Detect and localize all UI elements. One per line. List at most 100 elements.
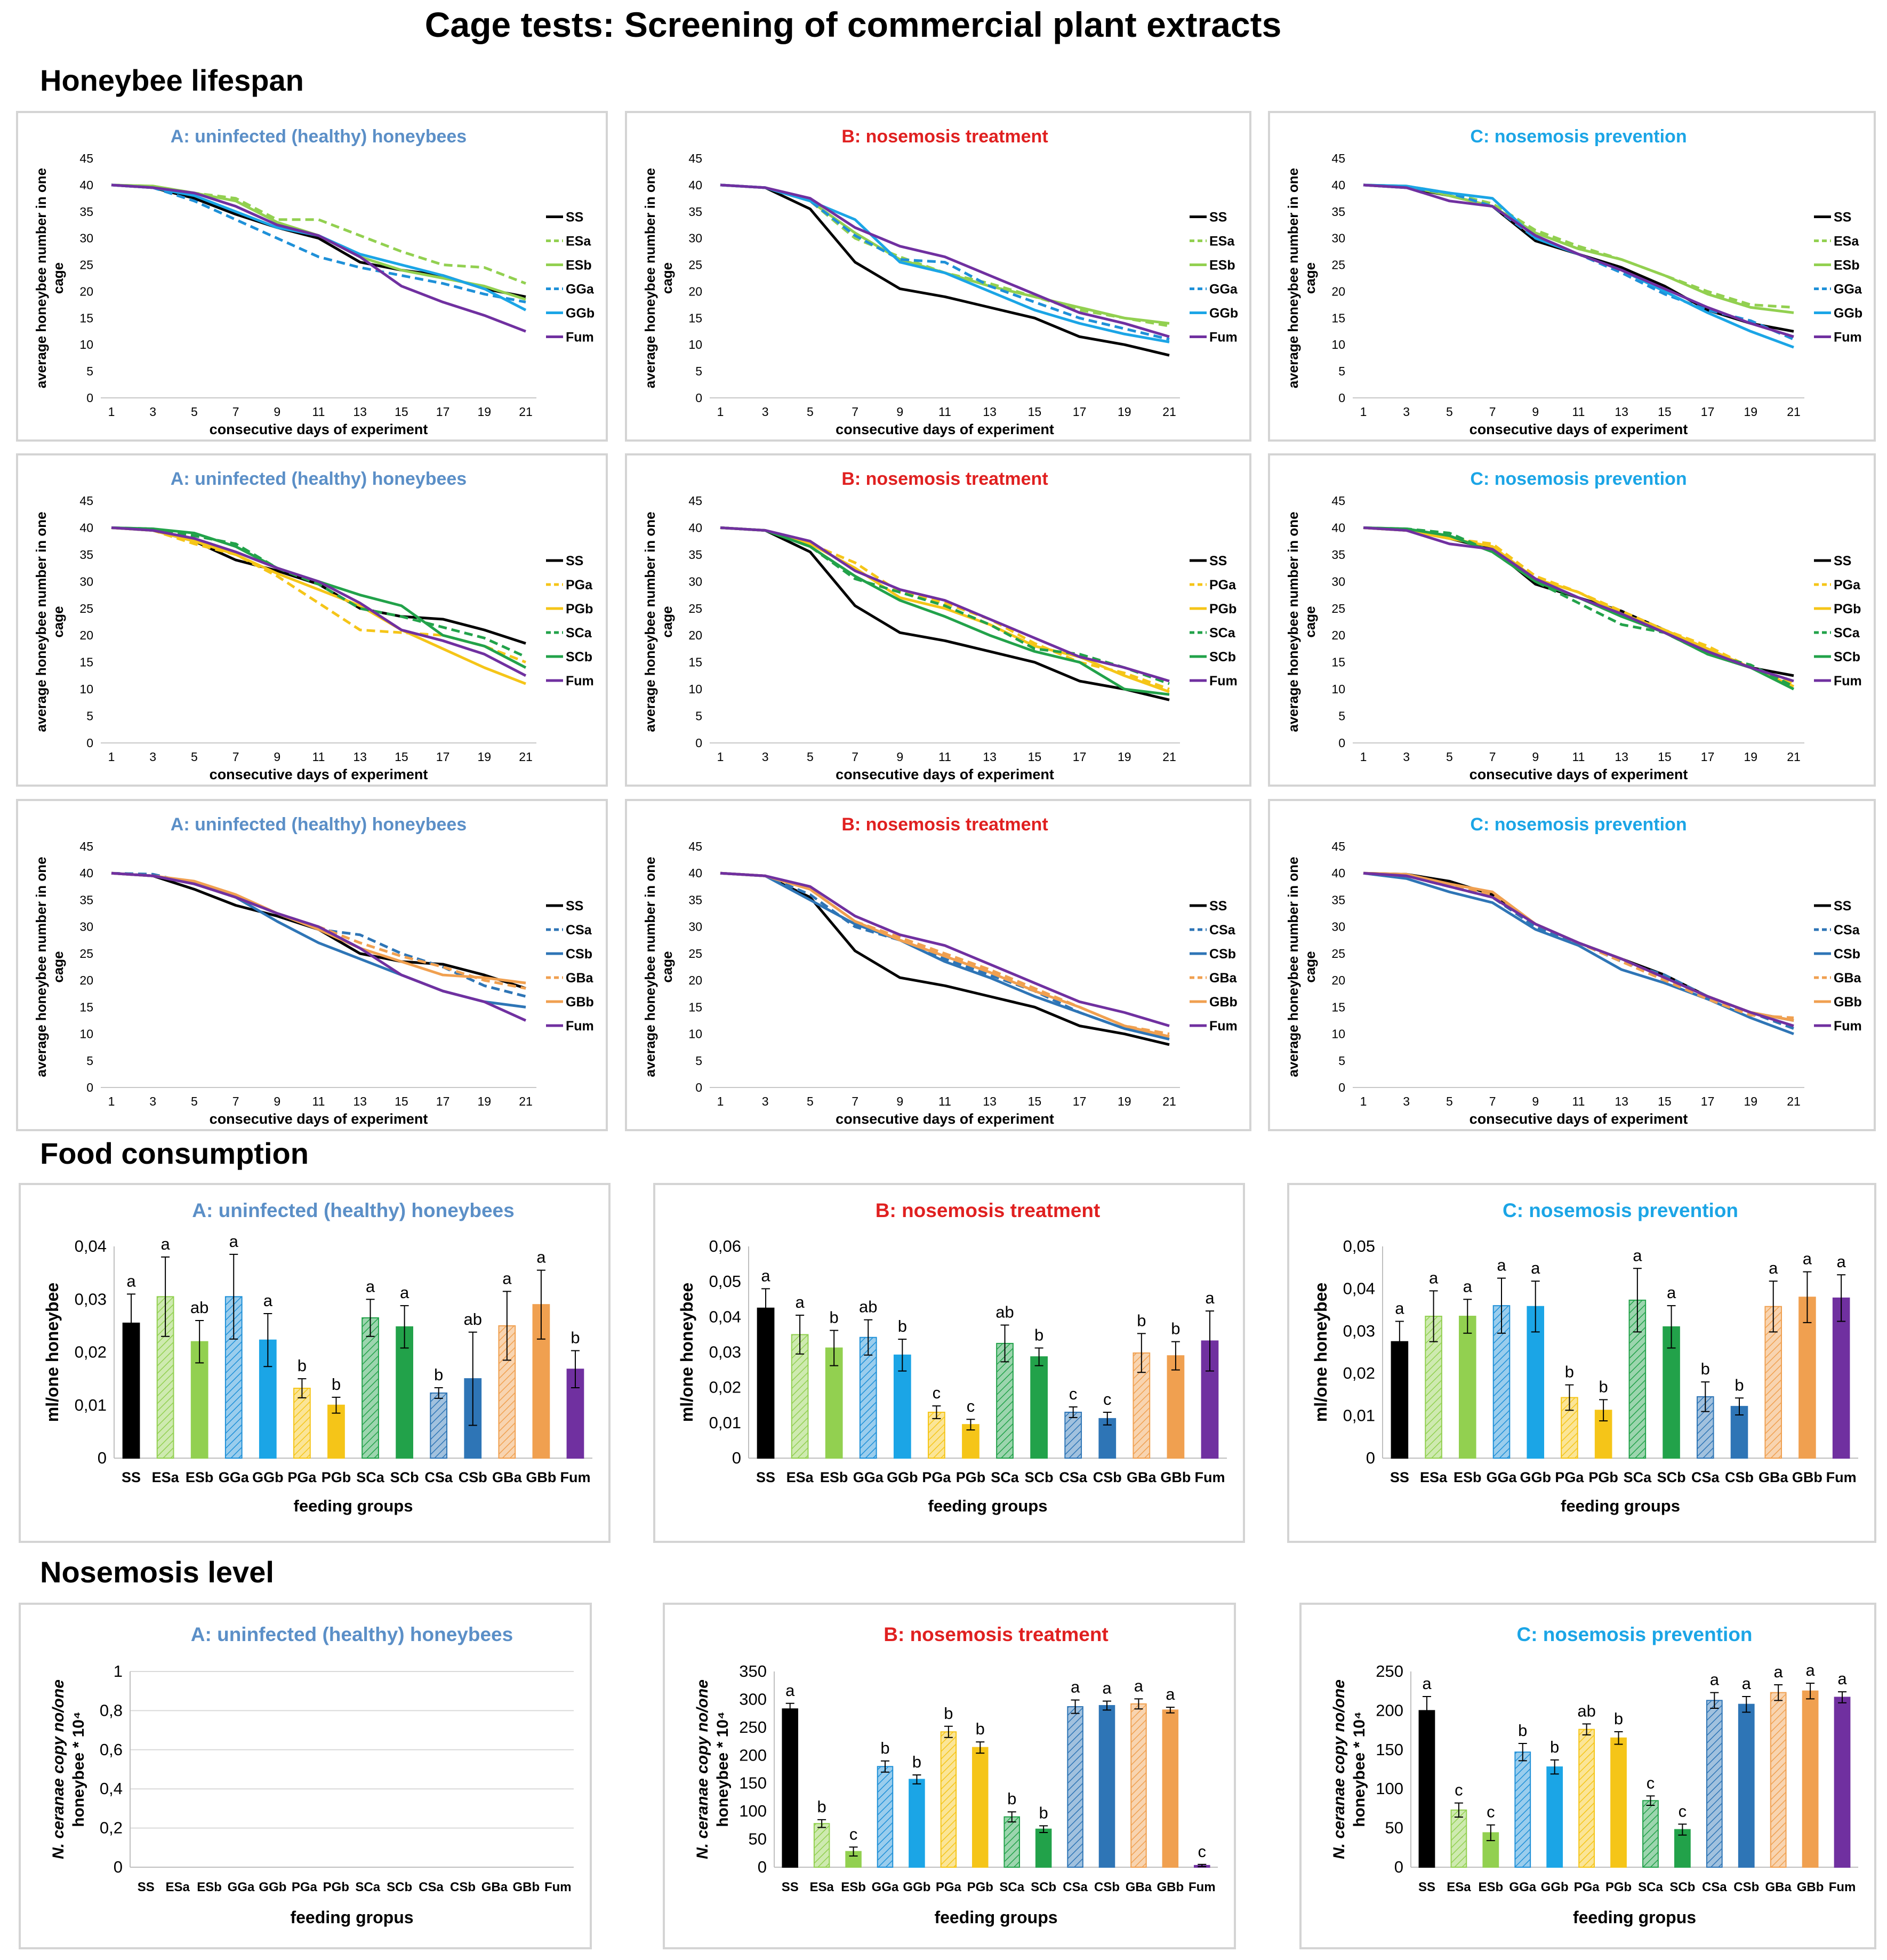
y-tick-label: 0,03 — [75, 1290, 107, 1308]
x-tick-label: PGb — [322, 1469, 351, 1485]
x-tick-label: 13 — [353, 1094, 367, 1108]
x-tick-label: GGb — [887, 1469, 918, 1485]
chart-svg: C: nosemosis prevention05101520253035404… — [1285, 469, 1862, 782]
x-tick-label: GGb — [1541, 1880, 1569, 1894]
significance-letter: a — [536, 1248, 546, 1267]
chart-title: C: nosemosis prevention — [1470, 814, 1687, 835]
x-tick-label: 7 — [852, 1094, 858, 1108]
x-tick-label: GGb — [259, 1880, 286, 1894]
significance-letter: a — [1805, 1661, 1815, 1679]
y-tick-label: 25 — [79, 258, 93, 272]
y-tick-label: 0,03 — [1343, 1322, 1375, 1340]
significance-letter: a — [229, 1232, 239, 1251]
x-tick-label: GBb — [1797, 1880, 1824, 1894]
y-tick-label: 45 — [79, 494, 93, 508]
x-tick-label: 19 — [1744, 1094, 1758, 1108]
x-tick-label: 15 — [1028, 750, 1042, 764]
significance-letter: a — [785, 1681, 795, 1700]
series-line-ESa — [1363, 183, 1794, 309]
x-tick-label: 15 — [395, 750, 408, 764]
x-tick-label: 15 — [1028, 1094, 1042, 1108]
x-tick-label: CSb — [1093, 1469, 1122, 1485]
series-line-SS — [720, 871, 1170, 1046]
significance-letter: a — [366, 1277, 375, 1295]
x-axis-title: feeding groups — [934, 1908, 1057, 1927]
significance-letter: a — [1429, 1268, 1439, 1287]
chart-svg: A: uninfected (healthy) honeybees0510152… — [33, 469, 594, 782]
y-tick-label: 0,04 — [75, 1237, 107, 1255]
significance-letter: b — [1039, 1803, 1048, 1822]
significance-letter: c — [1455, 1781, 1463, 1799]
legend-label: CSa — [1209, 923, 1236, 938]
y-tick-label: 0,01 — [709, 1413, 741, 1432]
bar-PGb — [972, 1747, 989, 1868]
y-tick-label: 40 — [1331, 178, 1345, 192]
significance-letter: a — [502, 1269, 512, 1287]
y-tick-label: 0 — [695, 391, 702, 405]
significance-letter: c — [1069, 1385, 1078, 1403]
bar-CSa — [430, 1392, 448, 1459]
y-axis-title: N. ceranae copy no/one honeybee * 10⁴ — [1330, 1679, 1368, 1859]
bar-GGb — [1546, 1766, 1563, 1868]
x-axis-title: consecutive days of experiment — [210, 1111, 428, 1127]
x-tick-label: 5 — [807, 1094, 814, 1108]
x-tick-label: 3 — [1403, 405, 1410, 419]
x-tick-label: 5 — [807, 750, 814, 764]
y-tick-label: 150 — [739, 1774, 767, 1793]
series-line-SS — [111, 183, 526, 298]
y-axis-title: average honeybee number in onecage — [33, 168, 66, 388]
series-line-GGa — [720, 183, 1170, 341]
lifespan-chart-b-row1: B: nosemosis treatment 0 5 10 15 20 25 30 35 40 45… — [625, 111, 1251, 442]
x-tick-label: 7 — [232, 405, 239, 419]
x-tick-label: 19 — [478, 1094, 492, 1108]
significance-letter: c — [967, 1397, 975, 1415]
x-tick-label: 19 — [1118, 1094, 1131, 1108]
bar-PGa — [293, 1387, 311, 1459]
y-tick-label: 35 — [79, 205, 93, 219]
x-tick-label: 7 — [232, 750, 239, 764]
x-tick-label: 11 — [312, 405, 325, 419]
significance-letter: c — [1647, 1773, 1655, 1792]
x-tick-label: 21 — [519, 405, 533, 419]
y-axis-title-line: cage — [659, 606, 675, 637]
x-tick-label: 21 — [1787, 405, 1801, 419]
bar-SS — [1418, 1710, 1435, 1868]
significance-letter: b — [898, 1317, 907, 1335]
y-tick-label: 25 — [688, 258, 702, 272]
nosemosis-chart-c: C: nosemosis prevention 0 50 100 150 200 250 a S… — [1299, 1603, 1876, 1949]
series-line-Fum — [111, 526, 527, 677]
y-tick-label: 20 — [1331, 284, 1345, 298]
significance-letter: ab — [464, 1310, 482, 1329]
x-tick-label: SS — [138, 1880, 155, 1894]
series-line-PGa — [720, 526, 1170, 691]
significance-letter: b — [912, 1753, 921, 1771]
x-tick-label: 17 — [436, 1094, 450, 1108]
lifespan-chart-c-row2: C: nosemosis prevention 0 5 10 15 20 25 30 35 40 4… — [1268, 453, 1876, 787]
x-tick-label: ESa — [165, 1880, 190, 1894]
significance-letter: b — [332, 1375, 341, 1394]
x-tick-label: 15 — [1658, 750, 1672, 764]
y-tick-label: 5 — [86, 1054, 93, 1068]
y-tick-label: 0,02 — [709, 1378, 741, 1397]
chart-title: A: uninfected (healthy) honeybees — [171, 126, 467, 147]
x-tick-label: 19 — [478, 405, 492, 419]
y-tick-label: 0,06 — [709, 1237, 741, 1255]
y-tick-label: 45 — [1331, 151, 1345, 165]
series-line-GGa — [111, 183, 526, 303]
bar-SCb — [396, 1326, 413, 1459]
x-axis-title: consecutive days of experiment — [210, 421, 428, 437]
legend-label: CSb — [566, 947, 592, 962]
significance-letter: b — [1614, 1709, 1623, 1728]
x-tick-label: GBa — [1126, 1880, 1152, 1894]
x-tick-label: CSa — [1691, 1469, 1720, 1485]
x-tick-label: PGa — [1574, 1880, 1600, 1894]
y-tick-label: 5 — [695, 709, 702, 723]
x-tick-label: 3 — [149, 750, 156, 764]
chart-svg: A: uninfected (healthy) honeybees 0 0,01 0,… — [43, 1199, 592, 1515]
chart-svg: C: nosemosis prevention 0 50 100 150 200 250 a S… — [1330, 1623, 1858, 1927]
x-tick-label: GBa — [481, 1880, 508, 1894]
x-tick-label: 5 — [1446, 1094, 1453, 1108]
legend-label: SS — [1834, 899, 1851, 914]
x-tick-label: 15 — [395, 405, 408, 419]
x-tick-label: Fum — [1829, 1880, 1856, 1894]
